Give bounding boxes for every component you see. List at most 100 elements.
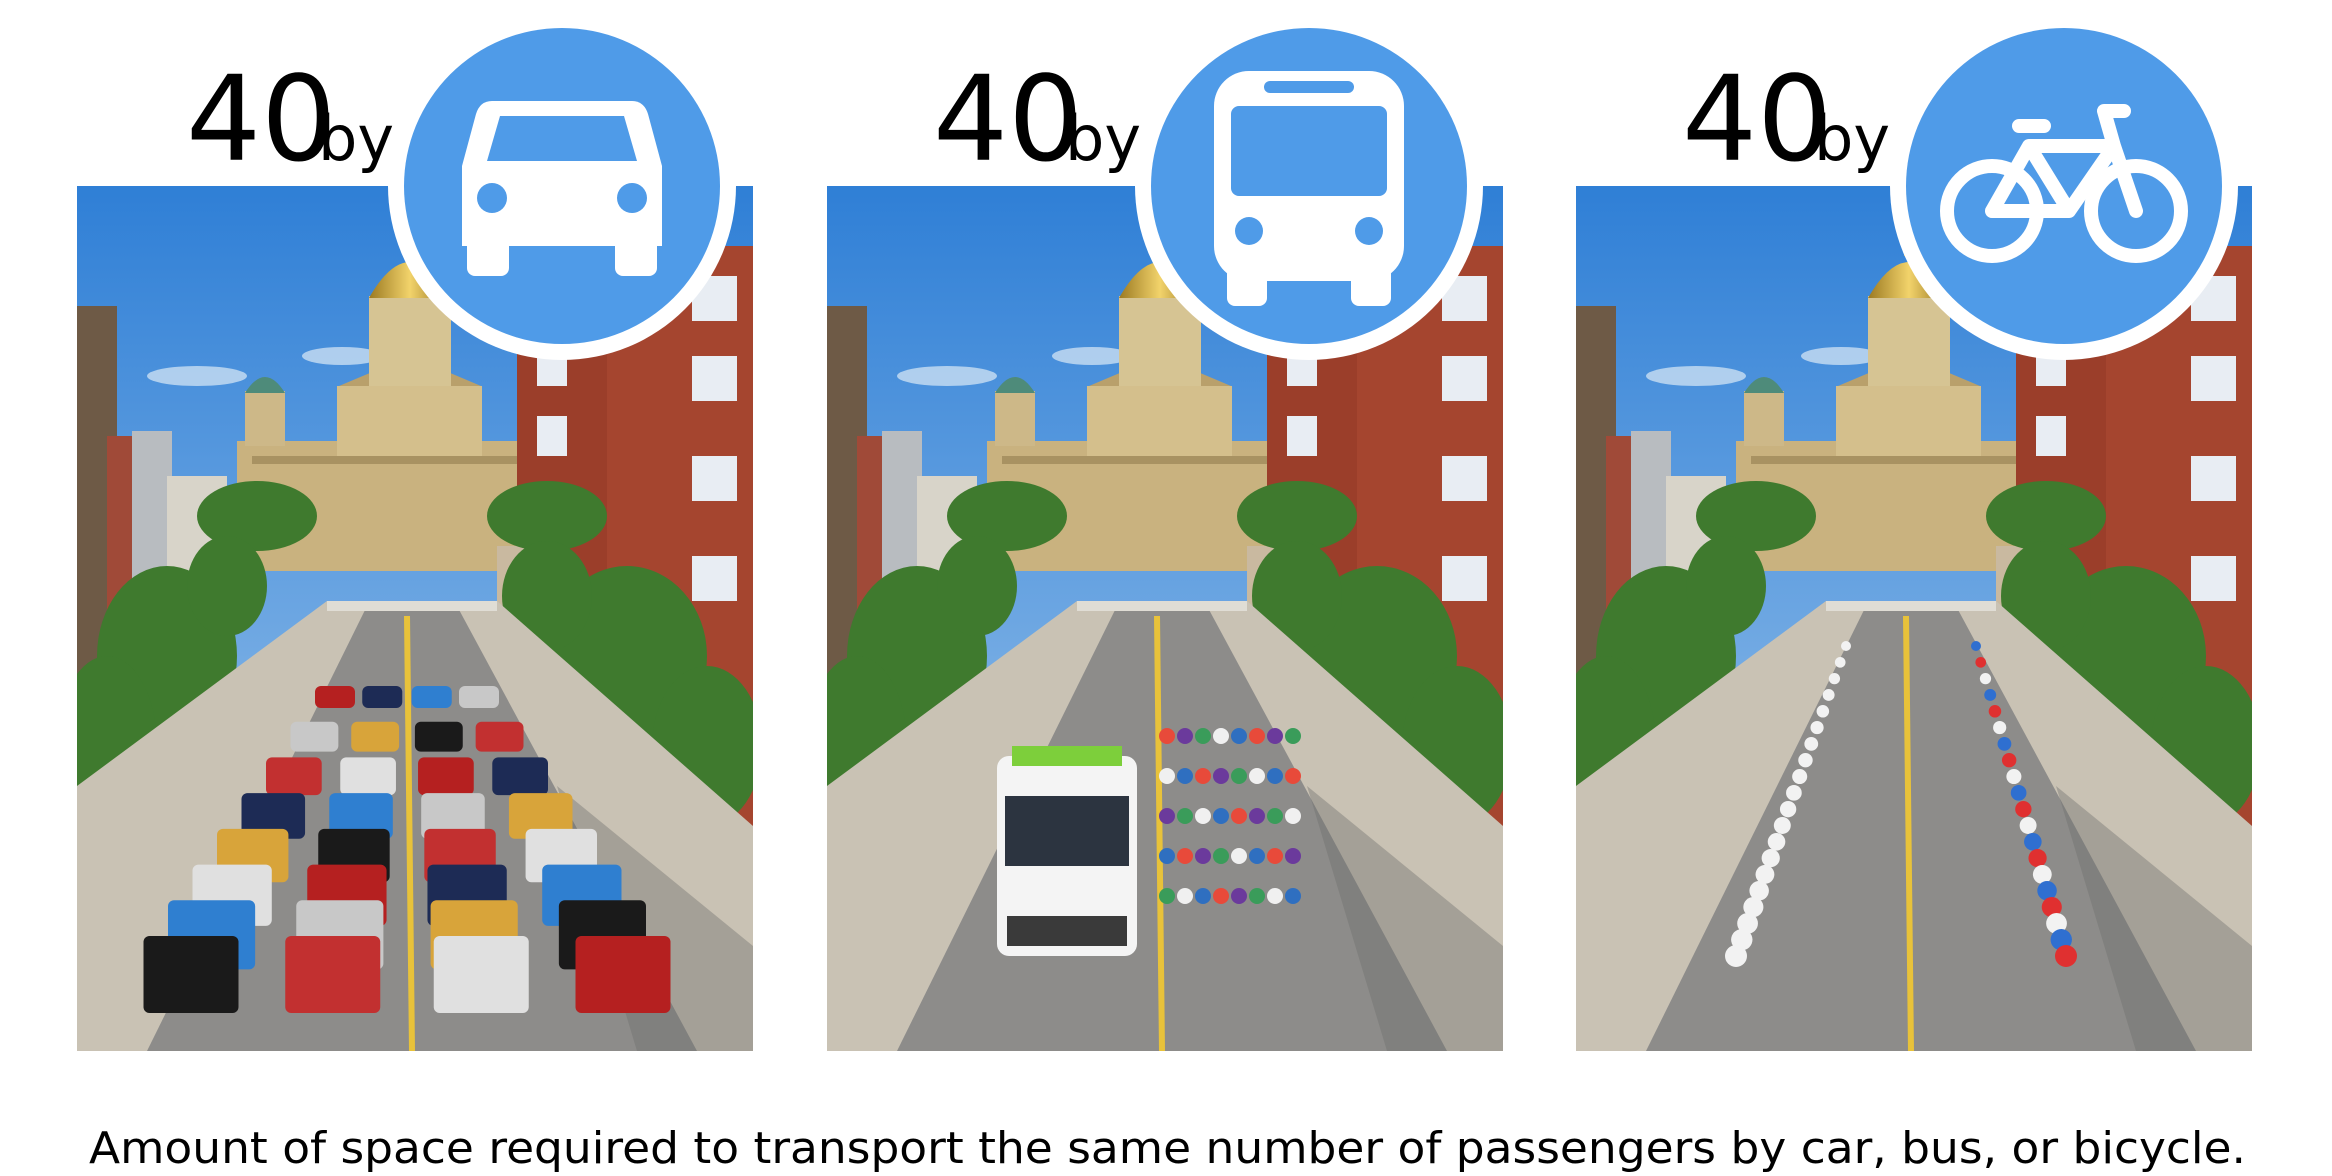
person [1231, 888, 1247, 904]
by: by [1065, 102, 1141, 175]
cyclist [2046, 913, 2067, 934]
car [459, 686, 499, 708]
person [1267, 808, 1283, 824]
cyclist [2001, 753, 2017, 768]
cyclist [1786, 785, 1802, 801]
panel-header: 40 by [186, 12, 736, 360]
cyclist [1975, 657, 1987, 668]
person [1213, 888, 1229, 904]
car [290, 721, 339, 752]
person [1249, 728, 1265, 744]
person [1195, 768, 1211, 784]
bike-rack [1007, 916, 1127, 946]
person [1231, 808, 1247, 824]
car [351, 721, 400, 752]
person [1267, 728, 1283, 744]
by: by [1814, 102, 1890, 175]
panel-header: 40 by [933, 12, 1483, 360]
panel-header: 40 by [1682, 12, 2238, 360]
person [1159, 808, 1175, 824]
person [1195, 728, 1211, 744]
cyclist [2028, 849, 2047, 868]
cyclist [2032, 865, 2052, 884]
bus-icon [1214, 71, 1404, 306]
by: by [318, 102, 394, 175]
person [1285, 888, 1301, 904]
cyclist [2041, 897, 2062, 918]
person [1267, 768, 1283, 784]
car [508, 793, 573, 839]
person [1177, 888, 1193, 904]
caption: Amount of space required to transport th… [89, 1123, 2246, 1174]
count: 40 [186, 50, 336, 188]
cyclist [2015, 801, 2032, 818]
person [1231, 728, 1247, 744]
cyclist [1822, 689, 1835, 701]
person [1213, 768, 1229, 784]
icon-circle [1906, 28, 2222, 344]
cyclist [2006, 769, 2022, 785]
person [1159, 728, 1175, 744]
cyclist [2024, 833, 2042, 851]
person [1177, 808, 1193, 824]
cyclist [1841, 641, 1851, 651]
person [1285, 848, 1301, 864]
cyclist [2019, 817, 2037, 834]
car [266, 757, 322, 796]
person [1285, 808, 1301, 824]
count: 40 [1682, 50, 1832, 188]
person [1195, 848, 1211, 864]
bus-roof [1012, 746, 1122, 766]
car [433, 936, 529, 1013]
person [1213, 808, 1229, 824]
person [1177, 768, 1193, 784]
car [315, 686, 355, 708]
person [1285, 768, 1301, 784]
cyclist [1971, 641, 1981, 651]
car [362, 686, 403, 708]
cyclist [1737, 913, 1758, 934]
cyclist [1804, 737, 1819, 751]
cyclist [1984, 689, 1997, 701]
cyclist [1834, 657, 1846, 668]
car [421, 793, 485, 839]
car [241, 793, 306, 839]
person [1195, 808, 1211, 824]
person [1177, 728, 1193, 744]
cyclist [1993, 721, 2007, 735]
person [1159, 768, 1175, 784]
cyclist [1749, 881, 1769, 901]
count: 40 [933, 50, 1083, 188]
bikes-overlay [1725, 641, 2077, 967]
person [1195, 888, 1211, 904]
cyclist [1761, 849, 1780, 868]
car [475, 721, 524, 752]
car [340, 757, 396, 796]
person [1177, 848, 1193, 864]
person [1213, 728, 1229, 744]
cyclist [1725, 945, 1747, 967]
cyclist [1755, 865, 1775, 884]
person [1249, 888, 1265, 904]
bicycle-icon [1940, 104, 2188, 263]
person [1249, 768, 1265, 784]
car [575, 936, 671, 1013]
bus-window [1005, 796, 1129, 866]
person [1267, 888, 1283, 904]
person [1285, 728, 1301, 744]
cyclist [1779, 801, 1797, 818]
car [143, 936, 239, 1013]
car [285, 936, 381, 1013]
person [1231, 848, 1247, 864]
person [1159, 848, 1175, 864]
cyclist [1743, 897, 1764, 918]
cyclist [1816, 705, 1830, 718]
person [1267, 848, 1283, 864]
cyclist [1798, 753, 1813, 768]
cyclist [1792, 769, 1808, 785]
cyclist [2055, 945, 2077, 967]
cyclist [1979, 673, 1992, 685]
